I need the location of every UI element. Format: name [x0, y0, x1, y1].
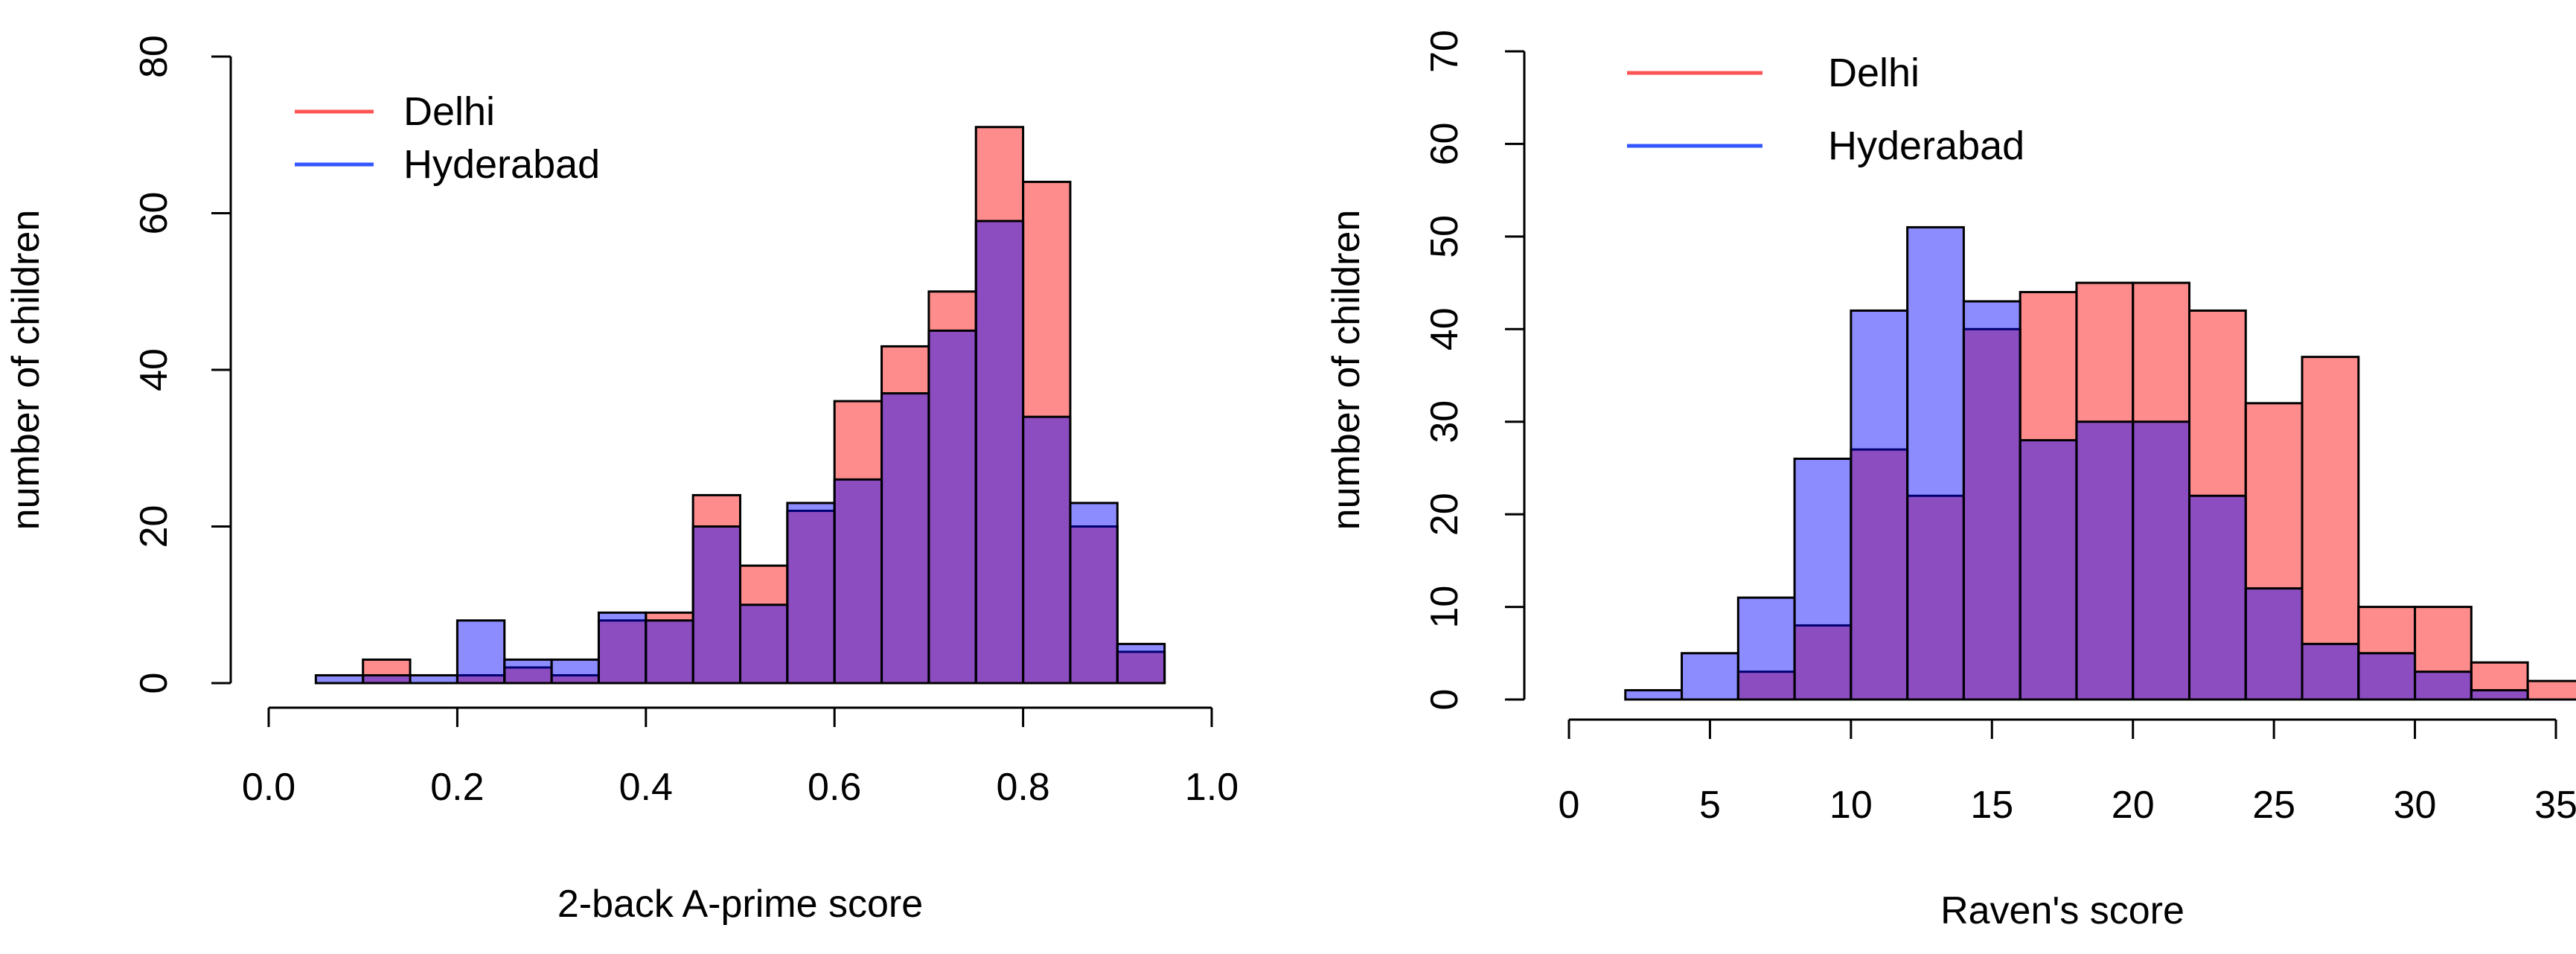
hyderabad-bar [1962, 300, 2022, 701]
hyderabad-bar [927, 329, 977, 685]
x-tick-label: 30 [2394, 784, 2437, 827]
legend-label-delhi: Delhi [403, 89, 495, 134]
y-tick-label: 60 [132, 192, 176, 235]
y-tick-label: 10 [1423, 586, 1466, 629]
x-tick-label: 1.0 [1185, 766, 1239, 809]
hyderabad-bar [503, 658, 553, 685]
delhi-bar [1116, 650, 1166, 685]
hyderabad-bar [691, 525, 742, 685]
hyderabad-bar [2357, 652, 2417, 701]
x-tick-label: 10 [1829, 784, 1873, 827]
delhi-bar [2187, 309, 2247, 701]
delhi-bar [2301, 356, 2360, 701]
y-tick-label: 80 [132, 35, 176, 78]
delhi-bar [786, 509, 836, 685]
delhi-bar [739, 564, 789, 685]
hyderabad-bar [2019, 439, 2078, 701]
hyderabad-bar [974, 220, 1025, 685]
hyderabad-bar [597, 611, 648, 685]
hyderabad-bar [1793, 457, 1853, 701]
hyderabad-bar [1681, 652, 1739, 701]
y-tick-label: 20 [1423, 493, 1466, 536]
y-tick-label: 70 [1423, 30, 1466, 73]
hyderabad-bar [1850, 309, 1909, 701]
legend-label-hyderabad: Hyderabad [403, 142, 600, 187]
hyderabad-bar [833, 478, 883, 685]
y-tick-label: 40 [132, 348, 176, 391]
right-histogram-panel: 0 5 10 15 20 25 30 35 0 10 20 30 40 50 60 70 Raven's sco… [1325, 30, 2576, 932]
hyderabad-bar [314, 673, 365, 685]
x-tick-label: 0.0 [242, 766, 295, 809]
legend-label-hyderabad: Hyderabad [1828, 124, 2024, 168]
y-tick-label: 0 [1423, 689, 1466, 711]
hyderabad-bar [2414, 670, 2473, 701]
x-tick-label: 15 [1970, 784, 2013, 827]
hyderabad-bar [362, 673, 412, 685]
hyderabad-bar [2244, 587, 2304, 701]
hyderabad-bar [2301, 642, 2360, 701]
delhi-bar [2244, 402, 2304, 701]
delhi-bar [2526, 679, 2576, 701]
x-tick-label: 0.2 [430, 766, 484, 809]
y-tick-label: 30 [1423, 400, 1466, 444]
delhi-bar [2075, 281, 2135, 701]
hyderabad-bar [409, 673, 458, 685]
y-tick-label: 20 [132, 505, 176, 548]
legend-label-delhi: Delhi [1828, 51, 1920, 95]
delhi-bar [1793, 624, 1853, 701]
x-tick-label: 5 [1699, 784, 1721, 827]
hyderabad-bar [2470, 689, 2529, 701]
delhi-bar [2132, 281, 2190, 701]
hyderabad-bar [1624, 689, 1684, 701]
hyderabad-bar [786, 502, 836, 685]
x-axis-title: Raven's score [1940, 889, 2185, 932]
hyderabad-bar [645, 619, 694, 685]
hyderabad-bar [456, 619, 506, 685]
y-tick-label: 0 [132, 673, 176, 694]
delhi-bar [974, 126, 1025, 685]
y-axis-title: number of children [1325, 210, 1368, 531]
delhi-bar [1022, 180, 1072, 685]
delhi-bar [1850, 448, 1909, 701]
hyderabad-bar [1906, 225, 1965, 701]
x-tick-label: 0.6 [808, 766, 861, 809]
x-tick-label: 0 [1559, 784, 1580, 827]
hyderabad-bar [550, 658, 600, 685]
x-axis-title: 2-back A-prime score [557, 883, 923, 926]
hyderabad-bar [2132, 420, 2190, 701]
hyderabad-bar [2187, 494, 2247, 701]
x-tick-label: 0.8 [996, 766, 1049, 809]
hyderabad-bar [1736, 596, 1796, 701]
hyderabad-bar [1022, 415, 1072, 685]
y-tick-label: 40 [1423, 307, 1466, 350]
hyderabad-bar [739, 604, 789, 685]
y-axis-title: number of children [4, 210, 48, 531]
hyderabad-bar [1116, 642, 1166, 685]
left-histogram-panel: 0.0 0.2 0.4 0.6 0.8 1.0 0 20 40 60 80 2-back A-prim… [4, 35, 1239, 926]
hyderabad-bar [880, 392, 930, 685]
x-tick-label: 35 [2534, 784, 2576, 827]
x-tick-label: 25 [2252, 784, 2295, 827]
y-tick-label: 50 [1423, 215, 1466, 258]
x-tick-label: 20 [2112, 784, 2155, 827]
x-tick-label: 0.4 [619, 766, 673, 809]
hyderabad-bar [1069, 502, 1119, 685]
y-tick-label: 60 [1423, 123, 1466, 166]
hyderabad-bar [2075, 420, 2135, 701]
